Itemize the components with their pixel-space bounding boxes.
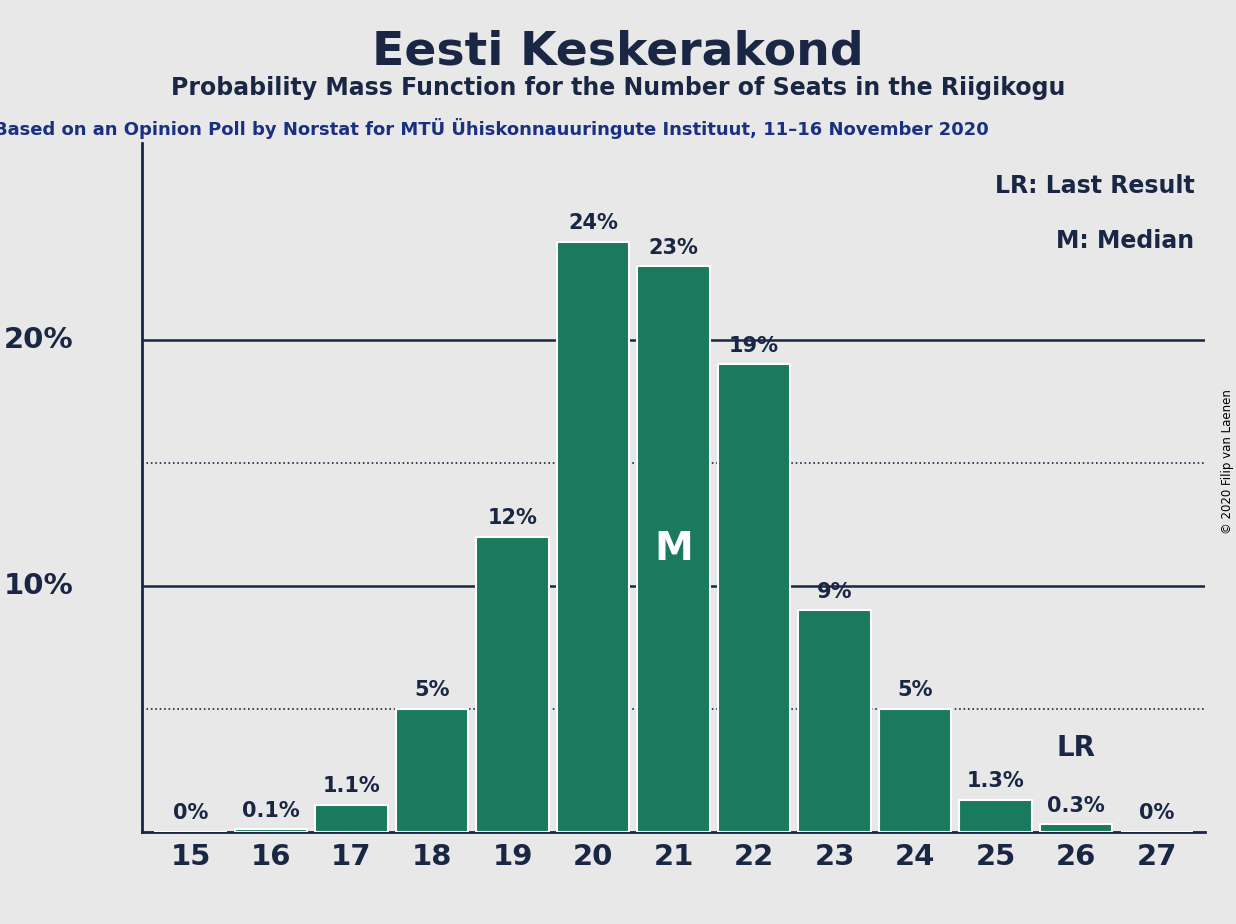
Text: 0.3%: 0.3% [1047,796,1105,816]
Text: 0%: 0% [173,803,208,823]
Text: 1.1%: 1.1% [323,776,381,796]
Text: 10%: 10% [4,572,73,600]
Bar [557,241,629,832]
Text: 12%: 12% [488,508,538,528]
Text: Probability Mass Function for the Number of Seats in the Riigikogu: Probability Mass Function for the Number… [171,76,1065,100]
Text: M: Median: M: Median [1057,229,1194,253]
Text: 5%: 5% [897,680,933,700]
Text: LR: LR [1057,734,1096,761]
Text: 1.3%: 1.3% [967,771,1025,791]
Bar [396,709,468,832]
Bar [718,364,790,832]
Bar [798,611,871,832]
Bar [476,537,549,832]
Bar [315,805,388,832]
Text: LR: Last Result: LR: Last Result [995,175,1194,198]
Bar [959,799,1032,832]
Text: 23%: 23% [649,237,698,258]
Bar [1039,824,1112,832]
Text: 5%: 5% [414,680,450,700]
Text: 0.1%: 0.1% [242,800,300,821]
Text: © 2020 Filip van Laenen: © 2020 Filip van Laenen [1220,390,1234,534]
Text: 19%: 19% [729,336,779,356]
Bar [638,266,709,832]
Bar [235,829,308,832]
Text: Based on an Opinion Poll by Norstat for MTÜ Ühiskonnauuringute Instituut, 11–16 : Based on an Opinion Poll by Norstat for … [0,118,989,140]
Text: 20%: 20% [4,326,73,354]
Bar [879,709,952,832]
Text: 9%: 9% [817,582,853,602]
Text: 0%: 0% [1140,803,1174,823]
Text: M: M [654,529,693,568]
Text: Eesti Keskerakond: Eesti Keskerakond [372,30,864,75]
Text: 24%: 24% [569,213,618,233]
